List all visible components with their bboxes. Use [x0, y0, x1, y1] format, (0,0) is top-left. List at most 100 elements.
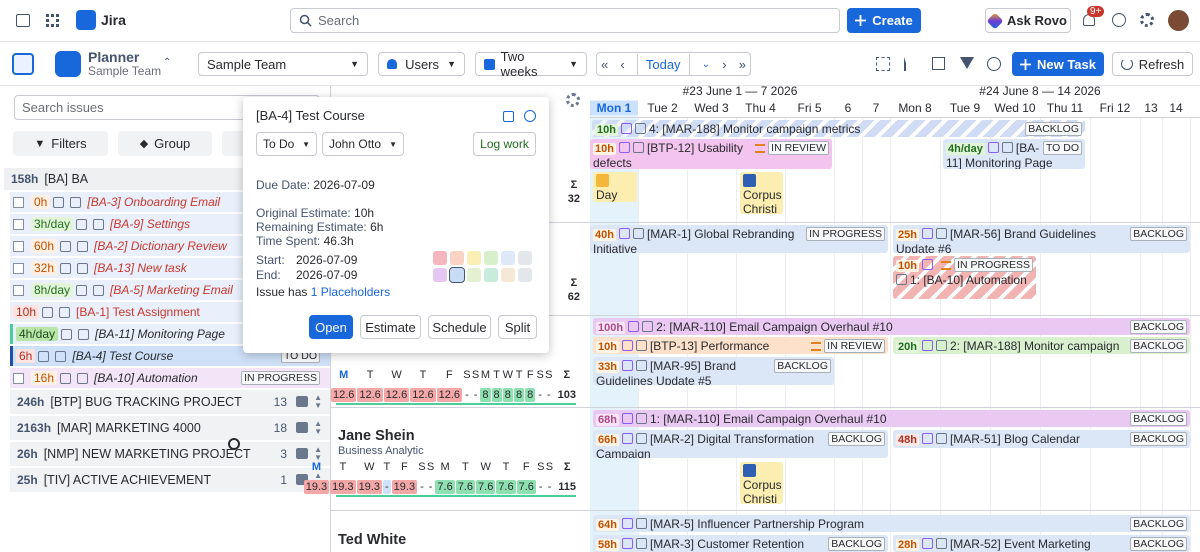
task-card[interactable]: BACKLOG 33h [MAR-95] Brand Guidelines Upda… — [593, 357, 834, 385]
placeholder-link[interactable]: 1 Placeholders — [310, 285, 391, 299]
task-card[interactable]: BACKLOG 58h [MAR-3] Customer Retention — [593, 535, 888, 552]
sidebar-icon[interactable] — [16, 14, 30, 27]
chevron[interactable]: ⌃ — [163, 57, 172, 68]
swatch[interactable] — [433, 251, 447, 265]
prev-button[interactable]: ‹ — [620, 56, 625, 72]
day-letter: T — [502, 461, 510, 473]
new-task-button[interactable]: New Task — [1012, 52, 1104, 76]
task-card[interactable]: BACKLOG 66h [MAR-2] Digital Transformation… — [593, 430, 888, 458]
split-button[interactable]: Split — [498, 315, 537, 339]
swatch[interactable] — [484, 251, 498, 265]
apps-icon[interactable] — [46, 14, 59, 27]
refresh-button[interactable]: Refresh — [1112, 52, 1193, 76]
assignee-select[interactable]: John Otto ▼ — [322, 132, 404, 156]
day-hours: 7.6 — [435, 480, 455, 494]
day-hours: 7.6 — [476, 480, 496, 494]
swatch[interactable] — [518, 268, 532, 282]
schedule-button[interactable]: Schedule — [428, 315, 491, 339]
help-icon[interactable] — [1112, 13, 1126, 27]
day-label: Thu 4 — [745, 101, 776, 115]
swatch[interactable] — [501, 251, 515, 265]
doc-icon — [77, 372, 89, 384]
estimate-value: 6h — [370, 220, 384, 234]
today-button[interactable]: Today — [636, 53, 690, 75]
swatch[interactable] — [501, 268, 515, 282]
swatch[interactable] — [484, 268, 498, 282]
swatch[interactable] — [467, 251, 481, 265]
copy-icon[interactable] — [503, 111, 514, 122]
users-select[interactable]: Users ▼ — [378, 52, 465, 76]
swatch[interactable] — [467, 268, 481, 282]
day-column: S- — [472, 368, 480, 402]
range-select[interactable]: Two weeks ▼ — [475, 49, 587, 79]
task-card[interactable]: IN PROGRESS 10h1: [BA-10] Automation — [893, 256, 1036, 299]
swatch[interactable] — [450, 251, 464, 265]
help-icon[interactable] — [987, 57, 1001, 71]
task-card[interactable]: IN REVIEW 10h [BTP-13] Performance defects — [593, 337, 888, 354]
expand-icon[interactable] — [932, 57, 945, 70]
doc-icon — [635, 433, 647, 444]
task-card[interactable]: BACKLOG 68h 1: [MAR-110] Email Campaign Ov… — [593, 410, 1190, 427]
estimate-button[interactable]: Estimate — [360, 315, 421, 339]
panel-toggle[interactable] — [12, 53, 34, 75]
sort-icon: ▲ ▼ — [314, 419, 322, 436]
last-button[interactable]: » — [738, 56, 746, 72]
task-card[interactable]: BACKLOG 25h [MAR-56] Brand Guidelines Upda… — [893, 225, 1190, 253]
task-card[interactable]: BACKLOG 100h 2: [MAR-110] Email Campaign O… — [593, 318, 1190, 335]
group-button[interactable]: ◆ Group — [118, 131, 212, 156]
day-hours: - — [420, 481, 424, 493]
focus-icon[interactable] — [876, 57, 890, 71]
task-card[interactable]: BACKLOG 20h 2: [MAR-188] Monitor campaign … — [893, 337, 1190, 354]
check-icon — [38, 350, 50, 362]
open-button[interactable]: Open — [309, 315, 353, 339]
hours: 58h — [596, 539, 619, 551]
filter-icon[interactable] — [960, 57, 974, 69]
type-icon — [621, 518, 633, 529]
rovo-button[interactable]: Ask Rovo — [985, 8, 1071, 33]
next-button[interactable]: › — [722, 56, 727, 72]
swatch[interactable] — [518, 251, 532, 265]
log-work-button[interactable]: Log work — [473, 132, 536, 156]
holiday-card[interactable]: Corpus Christi — [740, 172, 783, 214]
hours: 246h — [17, 395, 45, 409]
project-row[interactable]: 246h [BTP] BUG TRACKING PROJECT 13 ▲ ▼ — [10, 390, 330, 414]
start-value: 2026-07-09 — [296, 253, 358, 267]
swatch[interactable] — [433, 268, 447, 282]
project-row[interactable]: 25h [TIV] ACTIVE ACHIEVEMENT 1 ▲ ▼ — [10, 468, 330, 492]
task-card[interactable]: IN REVIEW 10h [BTP-12] Usability defects — [590, 139, 832, 169]
app-name: Jira — [101, 12, 126, 28]
settings-icon[interactable] — [1140, 13, 1154, 27]
estimate-value: 46.3h — [323, 234, 354, 248]
sum-column: Σ 62 — [568, 276, 580, 304]
sum-symbol: Σ — [570, 277, 578, 289]
task-card[interactable]: BACKLOG 64h [MAR-5] Influencer Partnership… — [593, 515, 1190, 532]
today-menu[interactable]: ⌄ — [701, 58, 711, 70]
issue-row[interactable]: 16h [BA-10] Automation IN PROGRESS — [10, 368, 330, 388]
status-select[interactable]: To Do ▼ — [256, 132, 317, 156]
day-column: T 12.6 — [410, 368, 436, 402]
task-card[interactable]: BACKLOG 28h [MAR-52] Event Marketing — [893, 535, 1190, 552]
task-card[interactable]: TO DO 4h/day [BA-11] Monitoring Page — [943, 139, 1085, 169]
task-card[interactable]: IN PROGRESS 40h [MAR-1] Global Rebranding … — [590, 225, 888, 253]
locate-icon[interactable] — [524, 110, 536, 122]
project-row[interactable]: 26h [NMP] NEW MARKETING PROJECT 3 ▲ ▼ — [10, 442, 330, 466]
jira-logo[interactable] — [76, 10, 96, 30]
holiday-card[interactable]: Corpus Christi — [740, 462, 783, 504]
project-row[interactable]: 2163h [MAR] MARKETING 4000 18 ▲ ▼ — [10, 416, 330, 440]
avatar[interactable] — [1168, 10, 1189, 31]
create-button[interactable]: Create — [847, 8, 921, 33]
task-card[interactable]: BACKLOG 48h[MAR-51] Blog Calendar Plannin… — [893, 430, 1190, 448]
filters-button[interactable]: ▼ Filters — [13, 131, 108, 156]
calendar-icon — [484, 58, 495, 70]
day-hours: 8 — [514, 388, 525, 402]
card-title: [MAR-1] Global Rebranding Initiative — [593, 227, 795, 253]
team-select[interactable]: Sample Team ▼ — [198, 52, 368, 76]
first-button[interactable]: « — [601, 56, 609, 72]
column-line — [834, 118, 835, 552]
holiday-card[interactable]: Day Off — [593, 172, 637, 202]
swatch[interactable] — [449, 267, 465, 283]
flag-icon[interactable] — [904, 57, 914, 71]
search-box[interactable]: Search — [290, 8, 840, 33]
task-card[interactable]: BACKLOG 10h 4: [MAR-188] Monitor campaign … — [592, 120, 1085, 137]
doc-icon — [635, 413, 647, 424]
